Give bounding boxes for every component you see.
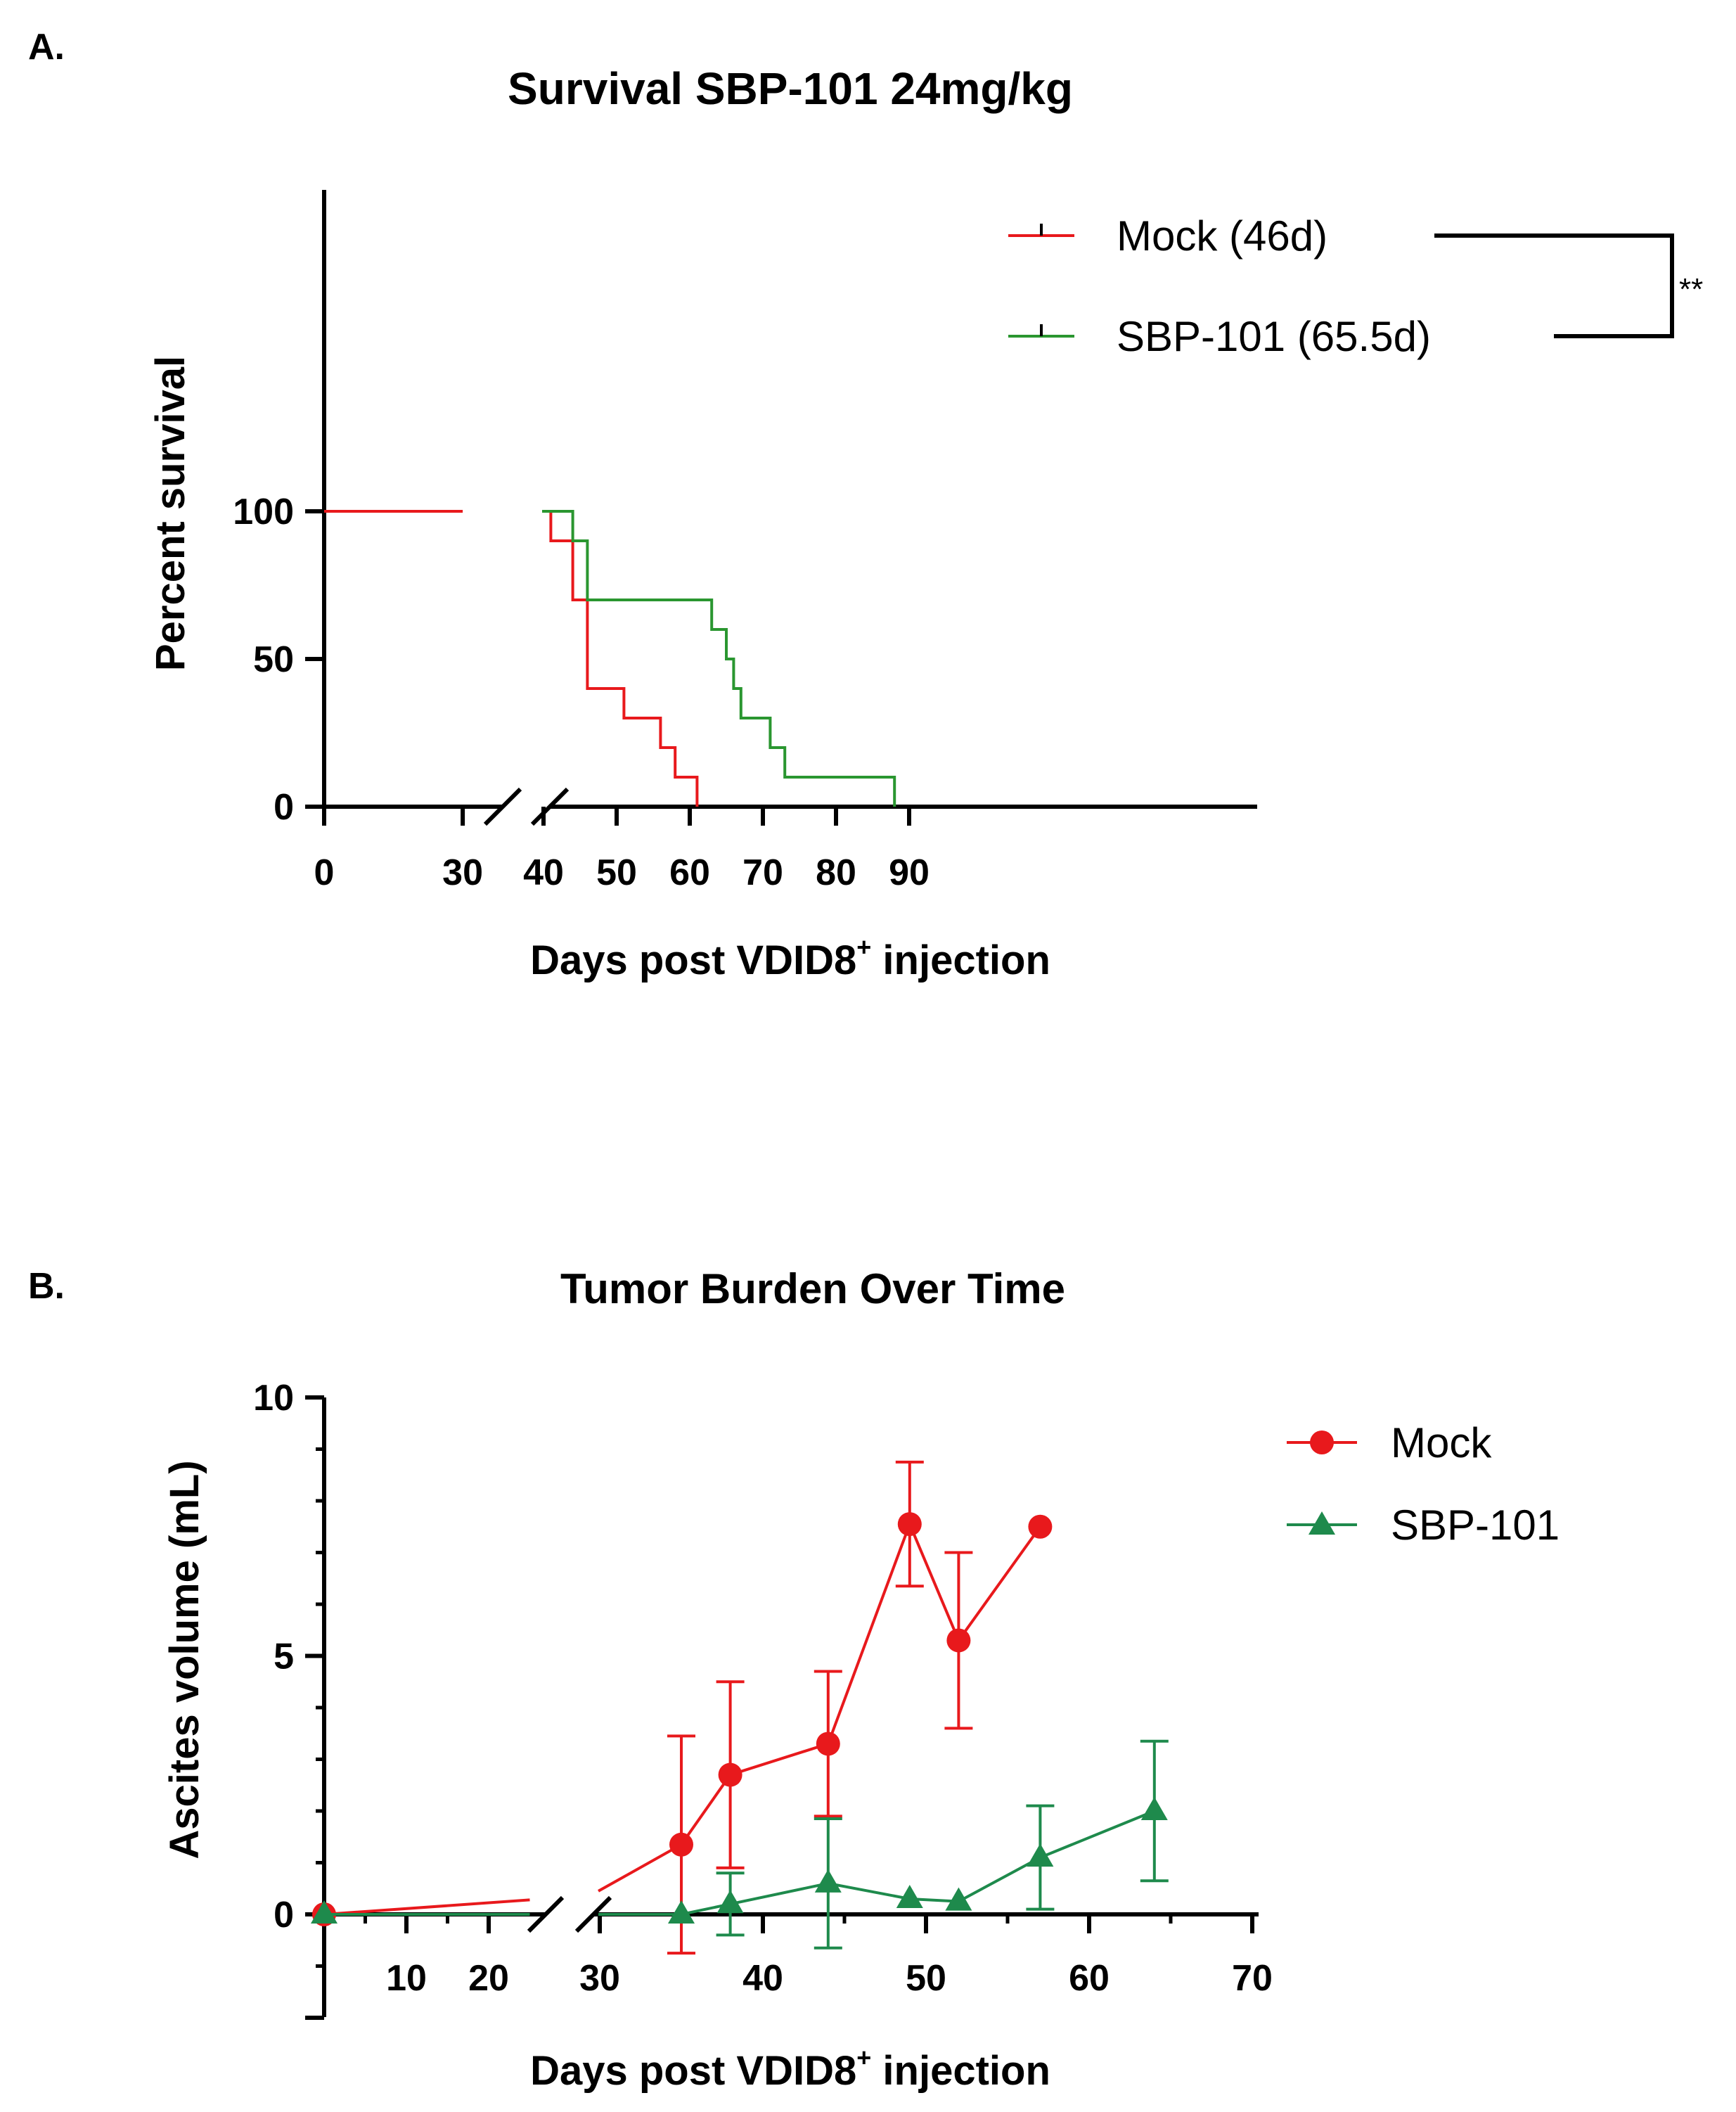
panel-a-legend-sbp-label: SBP-101 (65.5d) bbox=[1117, 313, 1431, 360]
panel-b-series-0-point-4 bbox=[897, 1512, 922, 1537]
panel-b-x-tick-label-4: 50 bbox=[906, 1958, 946, 1999]
panel-a-x-axis-label: Days post VDID8+ injection bbox=[530, 933, 1050, 983]
panel-b: B. Tumor Burden Over Time 0 5 10 10 20 30 40 5… bbox=[28, 1265, 1560, 2094]
panel-a-x-tick-label-6: 80 bbox=[816, 852, 856, 893]
panel-b-x-tick-label-2: 30 bbox=[579, 1958, 620, 1999]
panel-b-series-1-point-7 bbox=[1140, 1797, 1168, 1820]
panel-b-series-1-point-2 bbox=[716, 1890, 744, 1914]
panel-a-series-1-curve bbox=[542, 510, 896, 807]
panel-b-series-1-point-5 bbox=[945, 1887, 972, 1911]
panel-a-x-tick-label-5: 70 bbox=[742, 852, 783, 893]
panel-b-y-tick-label-2: 10 bbox=[253, 1378, 294, 1419]
panel-b-x-tick-label-6: 70 bbox=[1232, 1958, 1273, 1999]
panel-a-x-axis-label-tail: injection bbox=[871, 937, 1050, 983]
panel-b-x-axis-label-superscript: + bbox=[856, 2043, 871, 2072]
panel-a-x-axis-label-main: Days post VDID8 bbox=[530, 937, 856, 983]
panel-a-y-tick-label-2: 100 bbox=[233, 492, 294, 532]
panel-b-series-0-point-2 bbox=[718, 1762, 742, 1787]
panel-a-significance-label: ** bbox=[1679, 272, 1703, 307]
panel-b-series-1-point-3 bbox=[814, 1869, 842, 1893]
panel-a-x-tick-label-2: 40 bbox=[523, 852, 564, 893]
panel-b-series-1-point-1 bbox=[668, 1900, 695, 1924]
panel-a-significance-bracket bbox=[1434, 233, 1674, 338]
panel-a-y-tick-label-1: 50 bbox=[253, 639, 294, 680]
panel-b-legend-mock-label: Mock bbox=[1391, 1419, 1492, 1466]
panel-a-y-tick-label-0: 0 bbox=[274, 787, 294, 828]
panel-b-axis-break-left bbox=[527, 1895, 565, 1933]
panel-b-y-tick-label-1: 5 bbox=[274, 1637, 294, 1677]
panel-b-legend: Mock SBP-101 bbox=[1287, 1419, 1560, 1549]
panel-b-y-axis-label: Ascites volume (mL) bbox=[162, 1460, 207, 1859]
panel-b-y-tick-label-0: 0 bbox=[274, 1895, 294, 1935]
panel-b-series-0-point-6 bbox=[1028, 1514, 1053, 1539]
panel-b-series-1-line bbox=[324, 1810, 1155, 1916]
panel-a-y-axis-label: Percent survival bbox=[148, 356, 193, 671]
panel-b-series-0-point-1 bbox=[669, 1832, 693, 1857]
panel-b-x-axis-label-main: Days post VDID8 bbox=[530, 2048, 856, 2094]
panel-a-axis-break-left bbox=[483, 787, 522, 826]
panel-a-legend-mock-label: Mock (46d) bbox=[1117, 212, 1327, 260]
panel-b-series-0-point-5 bbox=[946, 1628, 971, 1653]
panel-a-x-axis-label-superscript: + bbox=[856, 933, 871, 961]
panel-b-legend-mock-marker bbox=[1310, 1431, 1334, 1454]
panel-a-legend: Mock (46d) SBP-101 (65.5d) bbox=[1008, 212, 1431, 360]
panel-b-x-tick-label-0: 10 bbox=[386, 1958, 427, 1999]
panel-b-axis-break-right bbox=[574, 1895, 612, 1933]
panel-b-legend-sbp-label: SBP-101 bbox=[1391, 1502, 1560, 1549]
panel-b-series-0-point-3 bbox=[816, 1732, 840, 1756]
panel-b-label: B. bbox=[28, 1266, 65, 1307]
panel-a-x-tick-label-7: 90 bbox=[889, 852, 930, 893]
panel-b-x-axis-label-tail: injection bbox=[871, 2048, 1050, 2094]
panel-a-title: Survival SBP-101 24mg/kg bbox=[508, 63, 1073, 114]
panel-b-legend-sbp-marker bbox=[1309, 1511, 1335, 1535]
panel-b-x-tick-label-1: 20 bbox=[468, 1958, 509, 1999]
panel-a-series-0-curve bbox=[324, 510, 699, 807]
panel-b-x-axis-label: Days post VDID8+ injection bbox=[530, 2043, 1050, 2094]
panel-a-x-tick-label-0: 0 bbox=[314, 852, 335, 893]
panel-b-series-1-point-6 bbox=[1027, 1843, 1054, 1867]
panel-a-axis-break-right bbox=[530, 787, 570, 826]
panel-b-title: Tumor Burden Over Time bbox=[560, 1265, 1065, 1312]
panel-a-label: A. bbox=[28, 27, 65, 68]
panel-b-series-1-point-0 bbox=[311, 1900, 337, 1924]
panel-a-x-tick-label-4: 60 bbox=[669, 852, 710, 893]
panel-b-x-tick-label-5: 60 bbox=[1069, 1958, 1110, 1999]
panel-b-x-tick-label-3: 40 bbox=[742, 1958, 783, 1999]
panel-a: A. Survival SBP-101 24mg/kg 0 50 100 0 30 40… bbox=[28, 27, 1703, 983]
panel-a-x-tick-label-3: 50 bbox=[596, 852, 637, 893]
panel-b-series-1-point-4 bbox=[896, 1884, 923, 1908]
panel-a-x-tick-label-1: 30 bbox=[442, 852, 483, 893]
